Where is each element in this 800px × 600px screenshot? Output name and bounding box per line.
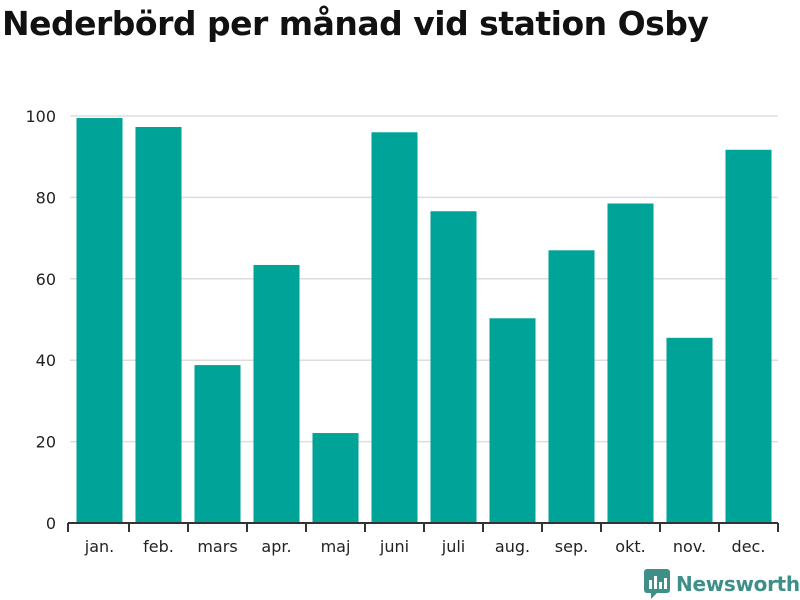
x-tick-label-maj: maj (321, 537, 351, 556)
bar-apr (253, 264, 300, 523)
x-tick-label-juli: juli (441, 537, 465, 556)
bar-maj (312, 433, 359, 523)
y-tick-label-40: 40 (36, 351, 56, 370)
brand-name: Newsworthy (676, 572, 800, 596)
bar-sep (548, 250, 595, 523)
bar-jan (76, 118, 123, 523)
y-tick-label-60: 60 (36, 270, 56, 289)
newsworthy-brand: Newsworthy (644, 569, 800, 599)
bar-series (76, 118, 772, 523)
y-axis-tick-labels: 0 20 40 60 80 100 (25, 107, 56, 533)
x-tick-label-mars: mars (197, 537, 237, 556)
bar-dec (725, 149, 772, 523)
bar-juni (371, 132, 418, 523)
bar-okt (607, 203, 654, 523)
x-axis-tick-labels: jan. feb. mars apr. maj juni juli aug. sep. okt. n… (84, 537, 766, 556)
bar-nov (666, 337, 713, 523)
x-tick-label-juni: juni (379, 537, 409, 556)
x-tick-label-okt: okt. (615, 537, 645, 556)
x-tick-label-sep: sep. (555, 537, 588, 556)
bar-mars (194, 365, 241, 523)
x-tick-label-aug: aug. (495, 537, 530, 556)
x-tick-label-feb: feb. (143, 537, 174, 556)
bar-juli (430, 211, 477, 523)
bar-feb (135, 126, 182, 523)
axes (67, 522, 779, 532)
x-tick-label-nov: nov. (673, 537, 706, 556)
y-tick-label-0: 0 (46, 514, 56, 533)
x-tick-label-dec: dec. (732, 537, 766, 556)
x-tick-label-apr: apr. (261, 537, 291, 556)
chart-title: Nederbörd per månad vid station Osby (2, 4, 709, 43)
y-tick-label-100: 100 (25, 107, 56, 126)
gridlines (70, 115, 778, 443)
newsworthy-logo-icon (644, 569, 670, 599)
x-tick-label-jan: jan. (84, 537, 114, 556)
y-tick-label-80: 80 (36, 188, 56, 207)
bar-aug (489, 318, 536, 523)
y-tick-label-20: 20 (36, 433, 56, 452)
